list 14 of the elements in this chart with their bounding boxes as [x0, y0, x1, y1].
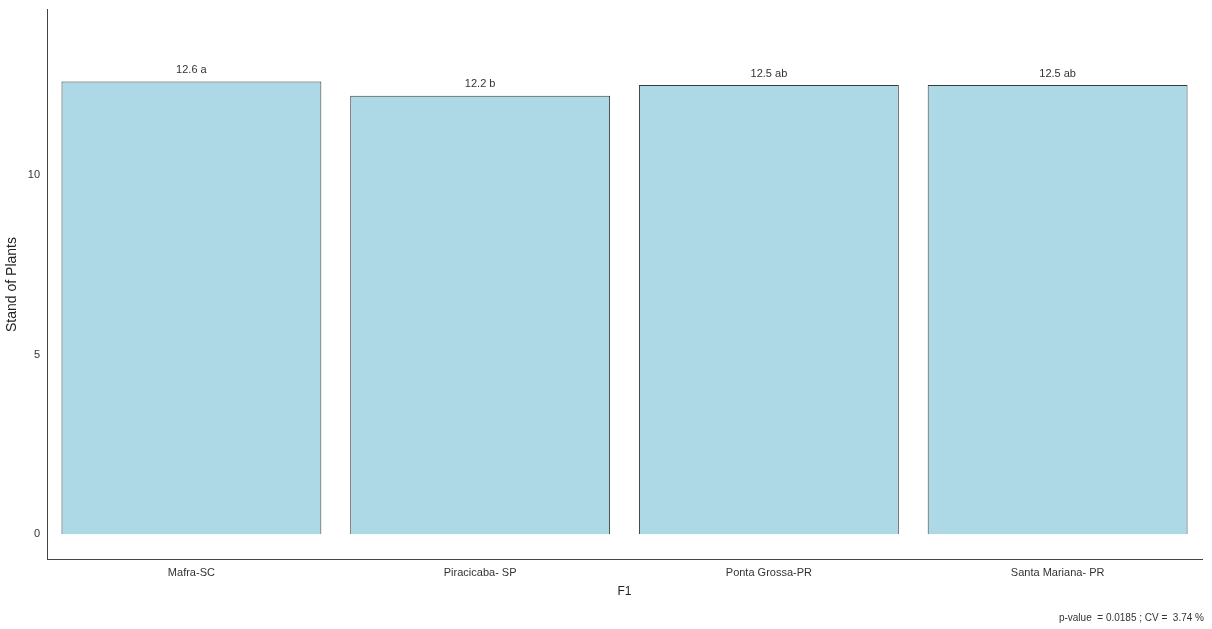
x-tick-label: Mafra-SC [167, 566, 215, 579]
text: p-value = 0.0185 ; CV = 3.74 % [1058, 611, 1205, 623]
y-axis-title: Stand of Plants [3, 237, 20, 332]
data-label: 12.2 b [464, 77, 496, 90]
data-label: 12.5 ab [1039, 66, 1076, 79]
x-tick-label: Piracicaba- SP [443, 566, 517, 579]
data-label: 12.5 ab [750, 66, 788, 79]
x-tick-label: Ponta Grossa-PR [725, 566, 813, 579]
x-tick-label: Santa Mariana- PR [1010, 566, 1105, 579]
x-axis-title: F1 [617, 584, 632, 599]
y-tick-label: 0 [33, 527, 41, 540]
y-tick-label: 5 [33, 347, 41, 360]
data-label: 12.6 a [176, 63, 208, 75]
y-tick-label: 10 [27, 167, 41, 180]
